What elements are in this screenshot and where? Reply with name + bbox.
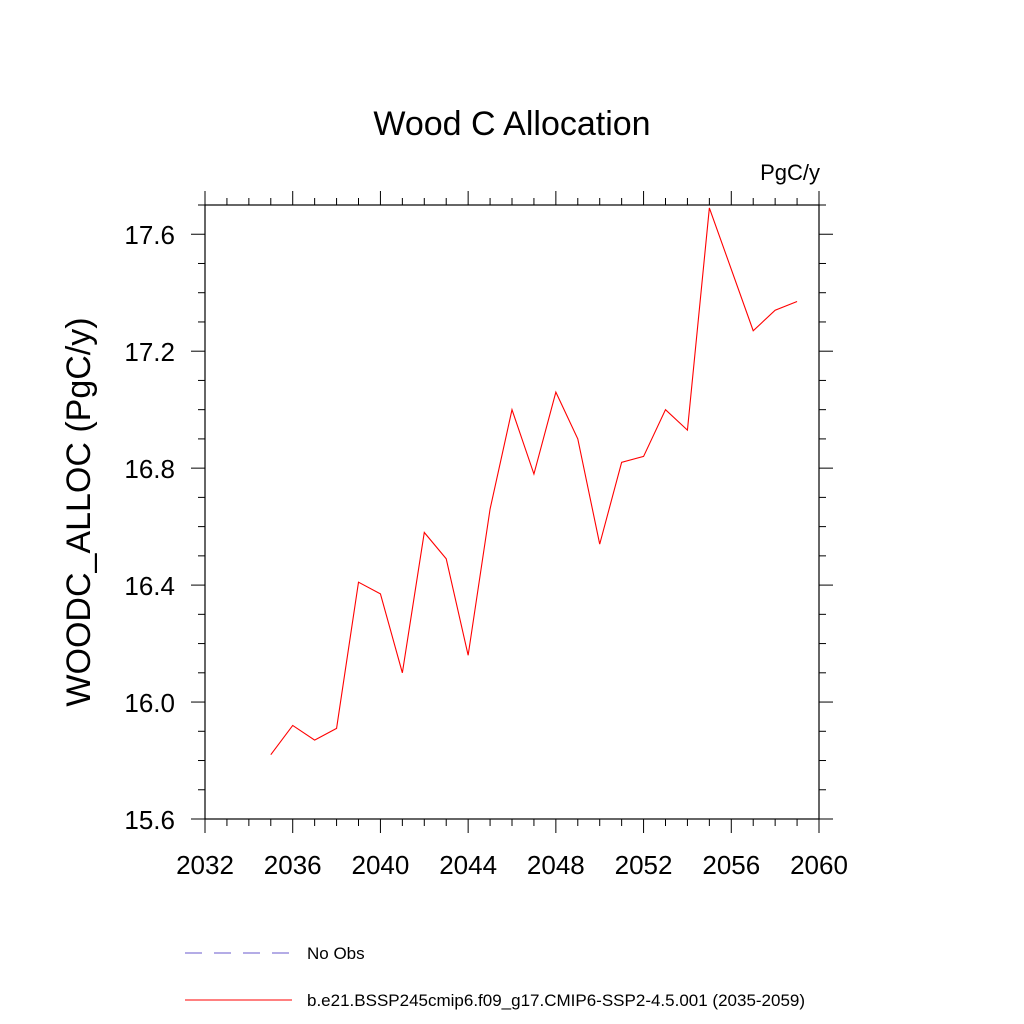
y-axis-ticks: 15.6 16.0 16.4 16.8 17.2 17.6 [124,204,833,835]
plot-frame [204,204,820,820]
y-tick-label: 17.6 [124,220,175,250]
x-tick-label: 2040 [352,850,410,880]
x-axis-ticks: 2032 2036 2040 2044 2048 2052 2056 2060 [176,191,848,880]
x-tick-label: 2032 [176,850,234,880]
x-tick-label: 2044 [439,850,497,880]
y-tick-label: 15.6 [124,805,175,835]
series-line-1 [270,207,798,756]
chart-title: Wood C Allocation [373,105,650,143]
x-tick-label: 2060 [790,850,848,880]
y-tick-label: 17.2 [124,337,175,367]
legend-label: b.e21.BSSP245cmip6.f09_g17.CMIP6-SSP2-4.… [307,991,805,1010]
y-tick-label: 16.0 [124,688,175,718]
series-layer [270,207,798,756]
units-label: PgC/y [760,160,820,185]
y-tick-label: 16.4 [124,571,175,601]
x-tick-label: 2052 [615,850,673,880]
legend: No Obs b.e21.BSSP245cmip6.f09_g17.CMIP6-S… [185,944,805,1010]
x-tick-label: 2036 [264,850,322,880]
y-axis-label: WOODC_ALLOC (PgC/y) [60,317,98,706]
y-tick-label: 16.8 [124,454,175,484]
x-tick-label: 2048 [527,850,585,880]
legend-label: No Obs [307,944,365,963]
x-tick-label: 2056 [702,850,760,880]
